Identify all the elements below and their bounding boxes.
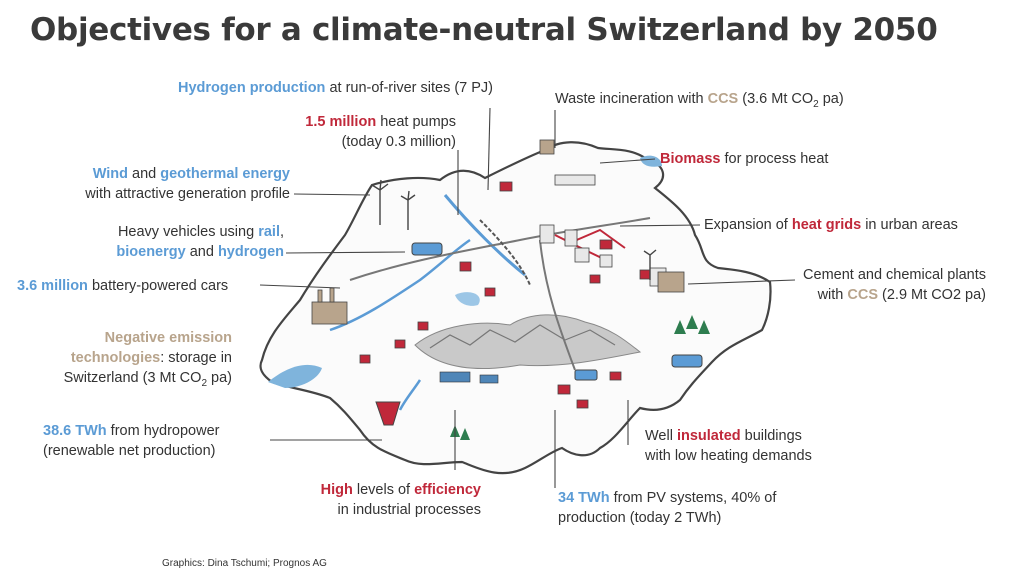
- lake-geneva: [268, 364, 322, 388]
- lake-constance: [640, 155, 662, 167]
- train: [574, 369, 598, 381]
- label-hydrogen-production: Hydrogen production at run-of-river site…: [178, 80, 494, 96]
- label-heavy-vehicles: Heavy vehicles using rail, bioenergy and…: [116, 224, 284, 260]
- river-rhine: [443, 194, 526, 277]
- road: [349, 217, 651, 281]
- lake-lucerne: [455, 292, 480, 306]
- label-heat-pumps: 1.5 million heat pumps (today 0.3 millio…: [305, 114, 456, 150]
- train: [671, 354, 703, 368]
- label-insulated-buildings: Well insulated buildings with low heatin…: [645, 428, 812, 464]
- hydro-dam: [375, 401, 401, 426]
- industry: [311, 139, 685, 325]
- trees: [450, 315, 710, 440]
- label-industrial-efficiency: High levels of efficiency in industrial …: [320, 482, 481, 518]
- label-cement-chemical: Cement and chemical plants with CCS (2.9…: [803, 267, 986, 303]
- graphics-credit: Graphics: Dina Tschumi; Prognos AG: [162, 558, 327, 569]
- houses: [359, 181, 652, 409]
- label-battery-cars: 3.6 million battery-powered cars: [17, 278, 229, 294]
- label-hydropower: 38.6 TWh from hydropower (renewable net …: [43, 423, 220, 459]
- road: [539, 239, 576, 371]
- train: [411, 242, 443, 256]
- alps-shading: [414, 314, 642, 369]
- label-negative-emission: Negative emission technologies: storage …: [63, 330, 232, 389]
- river-rhone: [398, 379, 422, 411]
- pointer-lines: [259, 107, 796, 488]
- label-heat-grids: Expansion of heat grids in urban areas: [704, 217, 958, 233]
- wind-turbines: [371, 179, 657, 280]
- country-outline: [259, 141, 772, 475]
- river-aare: [329, 238, 471, 332]
- railway: [479, 219, 531, 286]
- alps-ridge: [429, 324, 616, 349]
- label-waste-incineration: Waste incineration with CCS (3.6 Mt CO2 …: [555, 91, 844, 110]
- solar-panels: [439, 371, 499, 384]
- label-pv-systems: 34 TWh from PV systems, 40% of productio…: [558, 490, 777, 526]
- label-wind-geothermal: Wind and geothermal energy with attracti…: [85, 166, 290, 202]
- label-biomass: Biomass for process heat: [660, 151, 829, 167]
- page-title: Objectives for a climate-neutral Switzer…: [30, 12, 938, 48]
